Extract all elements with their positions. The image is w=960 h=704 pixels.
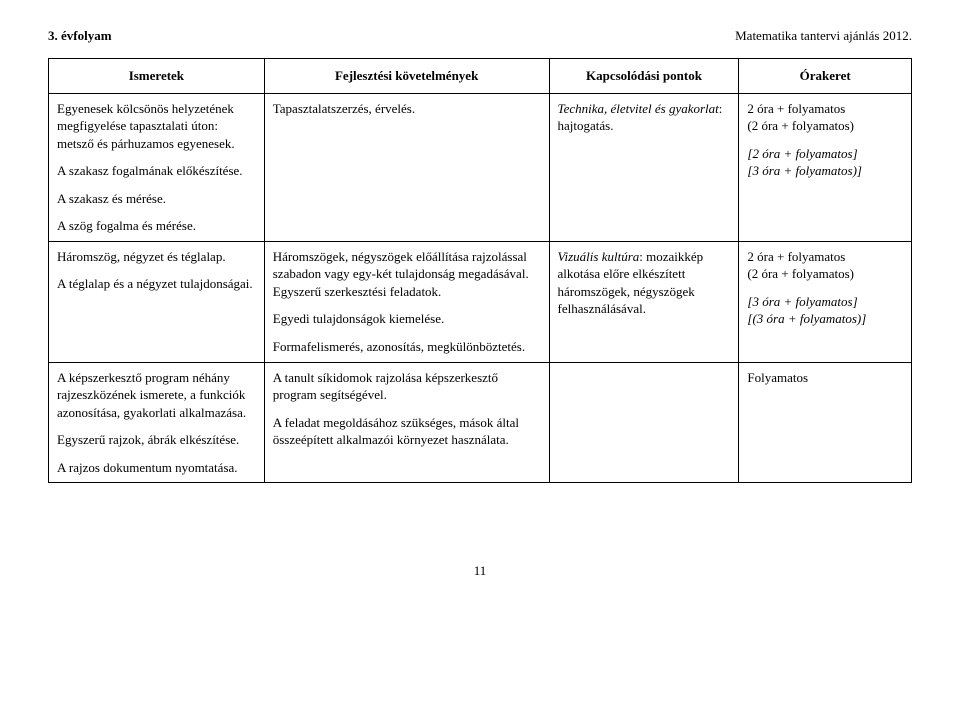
- text-block: Háromszög, négyzet és téglalap.: [57, 248, 256, 266]
- text-block: A feladat megoldásához szükséges, mások …: [273, 414, 541, 449]
- text-block: A képszerkesztő program néhány rajzeszkö…: [57, 369, 256, 422]
- text-block: Formafelismerés, azonosítás, megkülönböz…: [273, 338, 541, 356]
- cell-kapcsolodas: Vizuális kultúra: mozaikkép alkotása elő…: [549, 241, 739, 362]
- hours-line: [(3 óra + folyamatos)]: [747, 310, 903, 328]
- cell-fejlesztes: A tanult síkidomok rajzolása képszerkesz…: [264, 362, 549, 483]
- cell-ismeretek: A képszerkesztő program néhány rajzeszkö…: [49, 362, 265, 483]
- text-block: A tanult síkidomok rajzolása képszerkesz…: [273, 369, 541, 404]
- page-number: 11: [48, 563, 912, 579]
- header-right: Matematika tantervi ajánlás 2012.: [735, 28, 912, 44]
- text-block: Háromszögek, négyszögek előállítása rajz…: [273, 248, 541, 301]
- text-block: Egyenesek kölcsönös helyzetének megfigye…: [57, 100, 256, 153]
- cell-fejlesztes: Tapasztalatszerzés, érvelés.: [264, 93, 549, 241]
- cell-ismeretek: Háromszög, négyzet és téglalap. A téglal…: [49, 241, 265, 362]
- hours-line: (2 óra + folyamatos): [747, 117, 903, 135]
- cell-kapcsolodas: [549, 362, 739, 483]
- hours-line: [3 óra + folyamatos]: [747, 293, 903, 311]
- cell-fejlesztes: Háromszögek, négyszögek előállítása rajz…: [264, 241, 549, 362]
- text-block: A szakasz fogalmának előkészítése.: [57, 162, 256, 180]
- hours-line: 2 óra + folyamatos: [747, 100, 903, 118]
- page-header: 3. évfolyam Matematika tantervi ajánlás …: [48, 28, 912, 44]
- spacer: [747, 283, 903, 293]
- cell-orakeret: Folyamatos: [739, 362, 912, 483]
- text-block: Egyedi tulajdonságok kiemelése.: [273, 310, 541, 328]
- text-block: Tapasztalatszerzés, érvelés.: [273, 100, 541, 118]
- subject-name: Technika, életvitel és gyakorlat: [558, 101, 719, 116]
- cell-kapcsolodas: Technika, életvitel és gyakorlat: hajtog…: [549, 93, 739, 241]
- text-block: A rajzos dokumentum nyomtatása.: [57, 459, 256, 477]
- hours-line: (2 óra + folyamatos): [747, 265, 903, 283]
- hours-line: [2 óra + folyamatos]: [747, 145, 903, 163]
- table-row: Háromszög, négyzet és téglalap. A téglal…: [49, 241, 912, 362]
- text-block: A téglalap és a négyzet tulajdonságai.: [57, 275, 256, 293]
- cell-orakeret: 2 óra + folyamatos (2 óra + folyamatos) …: [739, 241, 912, 362]
- hours-line: Folyamatos: [747, 369, 903, 387]
- table-row: A képszerkesztő program néhány rajzeszkö…: [49, 362, 912, 483]
- table-row: Egyenesek kölcsönös helyzetének megfigye…: [49, 93, 912, 241]
- hours-line: [3 óra + folyamatos)]: [747, 162, 903, 180]
- subject-name: Vizuális kultúra: [558, 249, 640, 264]
- text-block: A szög fogalma és mérése.: [57, 217, 256, 235]
- col-orakeret: Órakeret: [739, 59, 912, 94]
- text-block: A szakasz és mérése.: [57, 190, 256, 208]
- text-block: Egyszerű rajzok, ábrák elkészítése.: [57, 431, 256, 449]
- col-kapcsolodas: Kapcsolódási pontok: [549, 59, 739, 94]
- spacer: [747, 135, 903, 145]
- curriculum-table: Ismeretek Fejlesztési követelmények Kapc…: [48, 58, 912, 483]
- col-fejlesztes: Fejlesztési követelmények: [264, 59, 549, 94]
- col-ismeretek: Ismeretek: [49, 59, 265, 94]
- table-header-row: Ismeretek Fejlesztési követelmények Kapc…: [49, 59, 912, 94]
- cell-orakeret: 2 óra + folyamatos (2 óra + folyamatos) …: [739, 93, 912, 241]
- cell-ismeretek: Egyenesek kölcsönös helyzetének megfigye…: [49, 93, 265, 241]
- header-left: 3. évfolyam: [48, 28, 112, 44]
- hours-line: 2 óra + folyamatos: [747, 248, 903, 266]
